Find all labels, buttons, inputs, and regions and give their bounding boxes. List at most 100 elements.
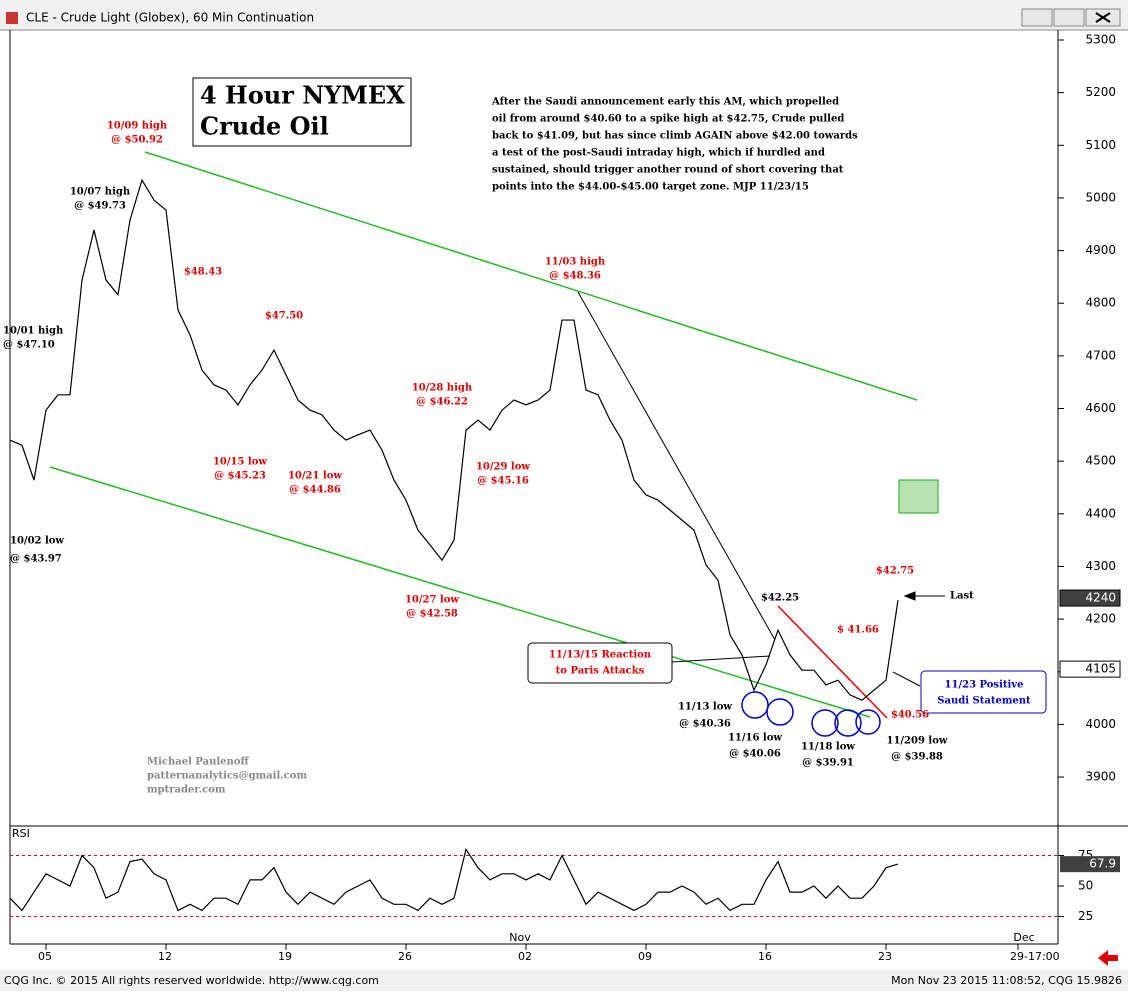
y-tick-label: 4200 bbox=[1085, 612, 1116, 626]
panel-label: RSI bbox=[12, 827, 30, 840]
annotation: 11/13 low bbox=[678, 702, 732, 713]
y-tick-label: 4800 bbox=[1085, 296, 1116, 310]
annotation: 11/03 high bbox=[545, 257, 606, 268]
price-marker bbox=[1059, 589, 1121, 607]
close-icon bbox=[1095, 12, 1111, 23]
green-box bbox=[898, 479, 939, 514]
title-box-text: Crude Oil bbox=[200, 112, 329, 141]
annotation: @ $45.16 bbox=[477, 476, 529, 487]
y-tick-label: 5000 bbox=[1085, 190, 1116, 204]
minimize-button[interactable] bbox=[1021, 8, 1053, 27]
footer-right: Mon Nov 23 2015 11:08:52, CQG 15.9826 bbox=[891, 974, 1122, 987]
circle bbox=[766, 698, 794, 726]
annotation: Last bbox=[950, 591, 974, 602]
x-tick-label: 23 bbox=[878, 950, 892, 963]
y-tick-label: 4600 bbox=[1085, 401, 1116, 415]
y-tick-label: 4400 bbox=[1085, 506, 1116, 520]
annotation: 10/27 low bbox=[405, 595, 459, 606]
x-tick-label: 02 bbox=[518, 950, 532, 963]
annotation: Saudi Statement bbox=[937, 696, 1031, 707]
commentary: sustained, should trigger another round … bbox=[492, 165, 844, 176]
annotation: @ $45.23 bbox=[214, 471, 266, 482]
y-tick-label: 5100 bbox=[1085, 138, 1116, 152]
circle bbox=[834, 709, 862, 737]
window-title: CLE - Crude Light (Globex), 60 Min Conti… bbox=[26, 11, 314, 25]
annotation: 10/02 low bbox=[10, 536, 64, 547]
annotation: @ $39.91 bbox=[802, 758, 854, 769]
annotation: 11/13/15 Reaction bbox=[549, 650, 652, 661]
trend-line bbox=[777, 605, 888, 719]
y-tick-label: 4700 bbox=[1085, 348, 1116, 362]
annotation-box bbox=[527, 642, 673, 684]
pointer-line bbox=[671, 655, 771, 663]
annotation: @ $44.86 bbox=[289, 485, 341, 496]
title-box bbox=[192, 77, 412, 147]
commentary: a test of the post-Saudi intraday high, … bbox=[492, 148, 825, 159]
x-tick-label: 19 bbox=[278, 950, 292, 963]
annotation: 10/21 low bbox=[288, 471, 342, 482]
x-tick-label: 26 bbox=[398, 950, 412, 963]
annotation: 11/23 Positive bbox=[945, 680, 1024, 691]
rsi-line bbox=[9, 847, 899, 912]
channel-line bbox=[144, 151, 918, 401]
annotation: $42.25 bbox=[761, 593, 799, 604]
y-tick-label: 25 bbox=[1078, 909, 1093, 923]
annotation: @ $40.36 bbox=[679, 719, 731, 730]
pointer-line bbox=[892, 671, 921, 687]
circle bbox=[811, 709, 839, 737]
annotation: 10/01 high bbox=[3, 326, 64, 337]
y-tick-label: 5200 bbox=[1085, 85, 1116, 99]
annotation: 10/28 high bbox=[412, 383, 473, 394]
y-tick-label: 50 bbox=[1078, 879, 1093, 893]
title-box-text: 4 Hour NYMEX bbox=[200, 81, 405, 110]
x-tick-label: 29-17:00 bbox=[1010, 950, 1060, 963]
title-bar bbox=[0, 0, 1128, 30]
annotation: @ $39.88 bbox=[891, 752, 943, 763]
y-tick-label: 4900 bbox=[1085, 243, 1116, 257]
annotation: @ $46.22 bbox=[416, 397, 468, 408]
annotation: @ $48.36 bbox=[549, 271, 601, 282]
footer-left: CQG Inc. © 2015 All rights reserved worl… bbox=[4, 974, 379, 987]
y-tick-label: 5300 bbox=[1085, 33, 1116, 47]
trend-line bbox=[577, 291, 776, 641]
author: Michael Paulenoff bbox=[147, 757, 249, 768]
annotation: 10/09 high bbox=[107, 121, 168, 132]
annotation: to Paris Attacks bbox=[556, 666, 645, 677]
annotation: 10/15 low bbox=[213, 457, 267, 468]
annotation: $42.75 bbox=[876, 566, 914, 577]
annotation: $48.43 bbox=[184, 267, 222, 278]
y-tick-label: 3900 bbox=[1085, 770, 1116, 784]
annotation: $47.50 bbox=[265, 311, 303, 322]
window-buttons[interactable] bbox=[1021, 8, 1121, 27]
x-tick-label: 12 bbox=[158, 950, 172, 963]
maximize-button[interactable] bbox=[1053, 8, 1085, 27]
annotation: 11/209 low bbox=[886, 736, 947, 747]
x-tick-label: 09 bbox=[638, 950, 652, 963]
commentary: back to $41.09, but has since climb AGAI… bbox=[492, 131, 858, 142]
annotation: @ $40.06 bbox=[729, 749, 781, 760]
annotation: @ $43.97 bbox=[10, 554, 62, 565]
price-marker-label: 4240 bbox=[1085, 591, 1116, 605]
author: patternanalytics@gmail.com bbox=[147, 771, 307, 782]
y-tick-label: 4000 bbox=[1085, 717, 1116, 731]
scroll-arrow[interactable] bbox=[1098, 950, 1118, 966]
annotation: @ $50.92 bbox=[111, 135, 163, 146]
status-bar bbox=[0, 970, 1128, 991]
price-marker-label: 4105 bbox=[1085, 662, 1116, 676]
annotation: 10/07 high bbox=[70, 187, 131, 198]
month-label: Dec bbox=[1013, 931, 1034, 944]
x-tick-label: 16 bbox=[758, 950, 772, 963]
commentary: oil from around $40.60 to a spike high a… bbox=[492, 114, 844, 125]
y-tick-label: 4300 bbox=[1085, 559, 1116, 573]
annotation: 11/16 low bbox=[728, 733, 782, 744]
annotation: 10/29 low bbox=[476, 462, 530, 473]
annotation: @ $42.58 bbox=[406, 609, 458, 620]
low-circles bbox=[741, 691, 881, 737]
arrow bbox=[903, 591, 945, 601]
annotation: 11/18 low bbox=[801, 742, 855, 753]
rsi-marker bbox=[1060, 856, 1120, 873]
circle bbox=[855, 709, 881, 735]
annotation: $ 41.66 bbox=[837, 625, 879, 636]
